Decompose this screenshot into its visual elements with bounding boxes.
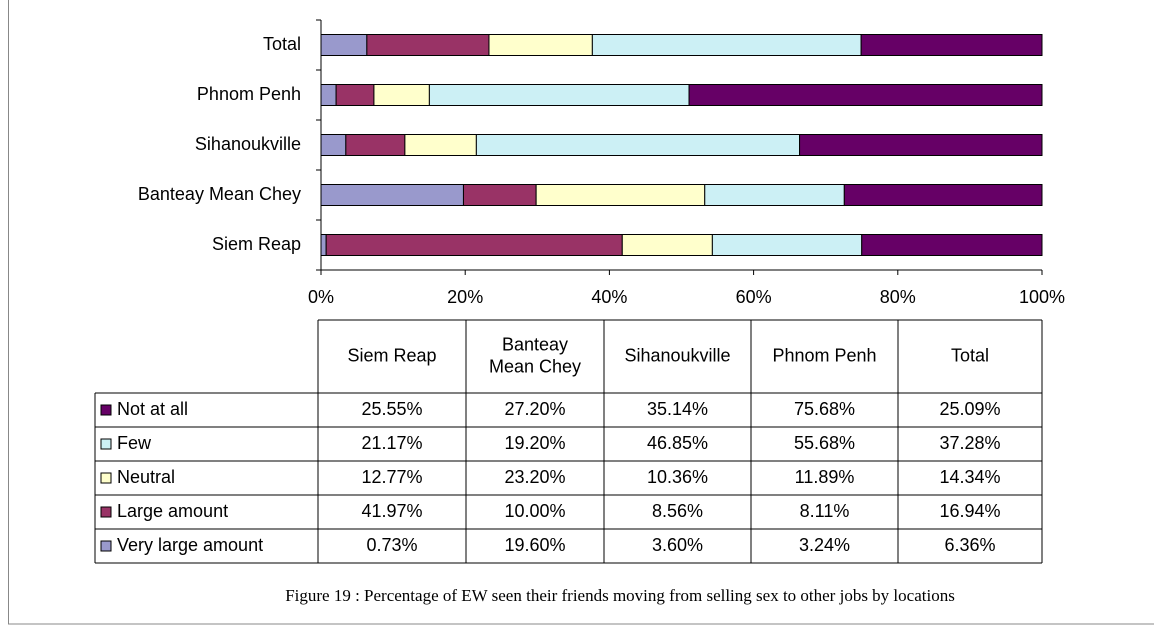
- bar-segment: [591, 34, 862, 56]
- table-cell: 46.85%: [647, 433, 708, 453]
- x-tick-label: 40%: [591, 287, 627, 307]
- table-cell: 0.73%: [366, 535, 417, 555]
- bar-segment: [320, 84, 337, 106]
- bar-segment: [621, 234, 713, 256]
- table-cell: 21.17%: [361, 433, 422, 453]
- y-tick-label: Phnom Penh: [197, 84, 301, 104]
- legend-swatch: [100, 438, 112, 450]
- legend-label: Very large amount: [117, 535, 263, 555]
- table-cell: 25.55%: [361, 399, 422, 419]
- bar-segment: [535, 184, 706, 206]
- column-header: Banteay Mean Chey: [489, 334, 581, 376]
- column-header: Phnom Penh: [772, 345, 876, 365]
- table-cell: 19.60%: [504, 535, 565, 555]
- table-cell: 75.68%: [794, 399, 855, 419]
- y-tick-label: Total: [263, 34, 301, 54]
- bar-segment: [335, 84, 375, 106]
- table-cell: 11.89%: [795, 467, 855, 487]
- y-tick-label: Siem Reap: [212, 234, 301, 254]
- column-header: Sihanoukville: [624, 345, 730, 365]
- bar-segment: [799, 134, 1043, 156]
- bar-segment: [861, 234, 1043, 256]
- bar-segment: [462, 184, 537, 206]
- x-tick-label: 60%: [736, 287, 772, 307]
- bar-segment: [320, 184, 464, 206]
- x-tick-label: 100%: [1019, 287, 1065, 307]
- table-cell: 10.00%: [504, 501, 565, 521]
- bar-segment: [488, 34, 593, 56]
- x-tick-label: 80%: [880, 287, 916, 307]
- table-cell: 3.60%: [652, 535, 703, 555]
- column-header: Siem Reap: [347, 345, 436, 365]
- bar-segment: [320, 234, 327, 256]
- legend-label: Not at all: [117, 399, 188, 419]
- table-cell: 23.20%: [504, 467, 565, 487]
- bar-segment: [428, 84, 690, 106]
- bar-segment: [843, 184, 1043, 206]
- table-cell: 12.77%: [361, 467, 422, 487]
- table-cell: 3.24%: [799, 535, 850, 555]
- table-cell: 8.11%: [800, 501, 850, 521]
- bar-segment: [373, 84, 430, 106]
- legend-swatch: [100, 506, 112, 518]
- bar-segment: [860, 34, 1043, 56]
- y-tick-label: Sihanoukville: [195, 134, 301, 154]
- y-tick-label: Banteay Mean Chey: [138, 184, 301, 204]
- bar-segment: [366, 34, 490, 56]
- bar-segment: [711, 234, 863, 256]
- legend-swatch: [100, 540, 112, 552]
- column-header: Total: [951, 345, 989, 365]
- legend-label: Few: [117, 433, 152, 453]
- legend-swatch: [100, 472, 112, 484]
- bar-segment: [688, 84, 1043, 106]
- table-cell: 41.97%: [361, 501, 422, 521]
- bar-segment: [475, 134, 801, 156]
- table-cell: 16.94%: [939, 501, 1000, 521]
- bar-segment: [404, 134, 477, 156]
- table-cell: 19.20%: [504, 433, 565, 453]
- bar-segment: [320, 34, 368, 56]
- x-tick-label: 0%: [308, 287, 334, 307]
- frame: [8, 0, 1154, 625]
- legend-swatch: [100, 404, 112, 416]
- caption: Figure 19 : Percentage of EW seen their …: [285, 586, 955, 605]
- table-cell: 25.09%: [939, 399, 1000, 419]
- x-tick-label: 20%: [447, 287, 483, 307]
- table-cell: 27.20%: [504, 399, 565, 419]
- table-cell: 35.14%: [647, 399, 708, 419]
- bar-segment: [345, 134, 406, 156]
- bar-segment: [320, 134, 347, 156]
- table-cell: 6.36%: [944, 535, 995, 555]
- legend-label: Neutral: [117, 467, 175, 487]
- legend-label: Large amount: [117, 501, 228, 521]
- table-cell: 10.36%: [647, 467, 708, 487]
- table-cell: 55.68%: [794, 433, 855, 453]
- table-cell: 8.56%: [652, 501, 703, 521]
- table-cell: 37.28%: [939, 433, 1000, 453]
- bar-segment: [325, 234, 623, 256]
- table-cell: 14.34%: [939, 467, 1000, 487]
- bar-segment: [704, 184, 845, 206]
